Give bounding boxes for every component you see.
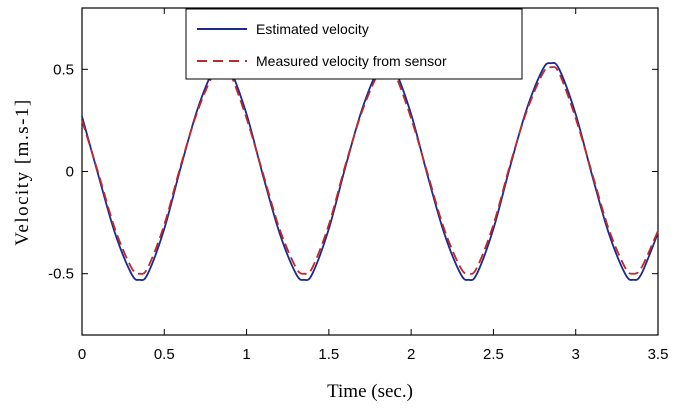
- y-tick-label: 0: [66, 164, 74, 181]
- legend: Estimated velocity Measured velocity fro…: [185, 8, 523, 80]
- y-tick-label: 0.5: [53, 61, 74, 78]
- x-tick-label: 3: [572, 346, 580, 363]
- x-tick-label: 1.5: [318, 346, 339, 363]
- x-tick-label: 2: [407, 346, 415, 363]
- y-tick-label: -0.5: [48, 266, 74, 283]
- legend-label-measured: Measured velocity from sensor: [256, 53, 447, 69]
- ticks-layer: 0 0.5 1 1.5 2 2.5 3 3.5 0.5 0 -0.5: [48, 8, 668, 363]
- legend-box: [185, 8, 523, 80]
- x-tick-label: 2.5: [483, 346, 504, 363]
- legend-label-estimated: Estimated velocity: [256, 21, 369, 37]
- y-axis-title: Velocity [m.s-1]: [12, 98, 33, 245]
- x-tick-label: 1: [242, 346, 250, 363]
- series-line-measured: [81, 66, 659, 275]
- x-tick-label: 0.5: [154, 346, 175, 363]
- x-axis-title: Time (sec.): [327, 381, 413, 402]
- x-tick-label: 0: [78, 346, 86, 363]
- x-tick-label: 3.5: [648, 346, 669, 363]
